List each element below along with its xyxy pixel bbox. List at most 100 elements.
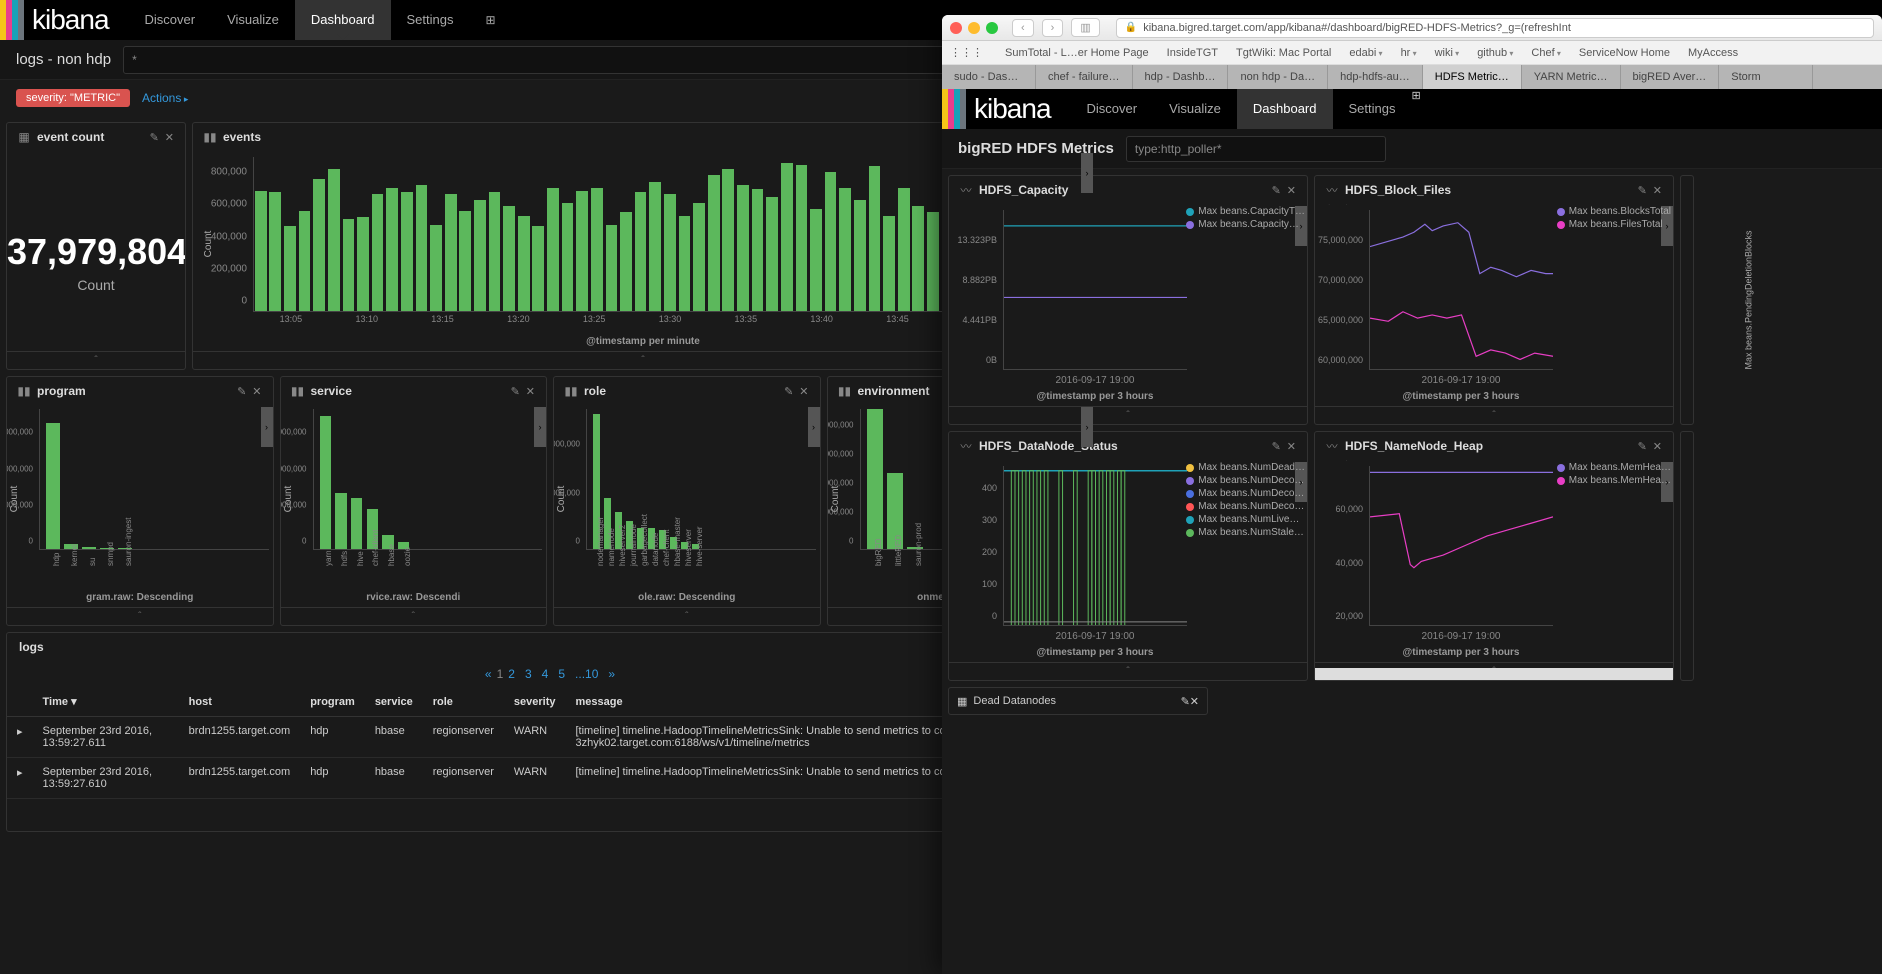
close-icon[interactable]: ✕ [796, 385, 811, 398]
bookmark-item[interactable]: InsideTGT [1159, 47, 1226, 59]
edit-icon[interactable]: ✎ [1635, 184, 1650, 197]
edit-icon[interactable]: ✎ [147, 131, 162, 144]
bookmark-item[interactable]: wiki [1427, 47, 1468, 59]
expand-icon[interactable]: ˆ [554, 607, 820, 625]
legend-item[interactable]: Max beans.NumDeco… [1186, 475, 1305, 486]
nav-settings[interactable]: Settings [391, 0, 470, 40]
nav-dashboard[interactable]: Dashboard [1237, 89, 1333, 129]
scroll-right[interactable]: › [261, 407, 273, 447]
legend-item[interactable]: Max beans.NumStale… [1186, 527, 1305, 538]
edit-icon[interactable]: ✎ [1181, 695, 1190, 708]
edit-icon[interactable]: ✎ [1269, 440, 1284, 453]
legend-item[interactable]: Max beans.BlocksTotal [1557, 206, 1671, 217]
query-input[interactable] [123, 46, 1084, 74]
nav-visualize[interactable]: Visualize [211, 0, 295, 40]
legend-item[interactable]: Max beans.NumDeco… [1186, 501, 1305, 512]
traffic-max[interactable] [986, 22, 998, 34]
scroll-right[interactable]: › [534, 407, 546, 447]
bookmark-item[interactable]: Chef [1523, 47, 1569, 59]
col-role[interactable]: role [423, 687, 504, 717]
back-button[interactable]: ‹ [1012, 19, 1034, 37]
scroll-right[interactable]: › [1081, 153, 1093, 193]
bookmark-item[interactable]: SumTotal - L…er Home Page [997, 47, 1157, 59]
apps-icon[interactable]: ⊞ [469, 0, 511, 40]
browser-tab[interactable]: hdp-hdfs-au… [1328, 65, 1423, 89]
expand-icon[interactable]: ˆ [7, 607, 273, 625]
col-program[interactable]: program [300, 687, 365, 717]
actions-link[interactable]: Actions [142, 91, 188, 105]
col-severity[interactable]: severity [504, 687, 566, 717]
browser-tab[interactable]: HDFS Metric… [1423, 65, 1522, 89]
traffic-close[interactable] [950, 22, 962, 34]
close-icon[interactable]: ✕ [523, 385, 538, 398]
expand-icon[interactable]: ˆ [7, 351, 185, 369]
nav-dashboard[interactable]: Dashboard [295, 0, 391, 40]
page-link[interactable]: 2 [508, 667, 515, 681]
browser-tab[interactable]: Storm [1719, 65, 1813, 89]
close-icon[interactable]: ✕ [1650, 184, 1665, 197]
bookmark-item[interactable]: ServiceNow Home [1571, 47, 1678, 59]
browser-tab[interactable]: sudo - Das… [942, 65, 1036, 89]
close-icon[interactable]: ✕ [1650, 440, 1665, 453]
col-Time[interactable]: Time ▾ [33, 687, 179, 717]
time-scrubber[interactable] [1315, 668, 1673, 680]
browser-tab[interactable]: bigRED Aver… [1621, 65, 1720, 89]
edit-icon[interactable]: ✎ [1269, 184, 1284, 197]
legend-item[interactable]: Max beans.MemHea… [1557, 462, 1671, 473]
browser-tab[interactable]: chef - failure… [1036, 65, 1133, 89]
apps-grid-icon[interactable]: ⋮⋮⋮ [950, 46, 983, 59]
expand-caret[interactable]: ▸ [7, 758, 33, 799]
query-input[interactable] [1126, 136, 1386, 162]
page-link[interactable]: 4 [542, 667, 549, 681]
page-link[interactable]: 3 [525, 667, 532, 681]
legend-item[interactable]: Max beans.NumDeco… [1186, 488, 1305, 499]
edit-icon[interactable]: ✎ [781, 385, 796, 398]
page-prev[interactable]: « [485, 667, 492, 681]
expand-icon[interactable]: ˆ [949, 406, 1307, 424]
legend-item[interactable]: Max beans.NumLive… [1186, 514, 1305, 525]
expand-caret[interactable]: ▸ [7, 717, 33, 758]
legend-item[interactable]: Max beans.NumDead… [1186, 462, 1305, 473]
col-service[interactable]: service [365, 687, 423, 717]
fwd-button[interactable]: › [1042, 19, 1064, 37]
nav-settings[interactable]: Settings [1333, 89, 1412, 129]
browser-tab[interactable]: hdp - Dashb… [1133, 65, 1229, 89]
col-host[interactable]: host [179, 687, 301, 717]
legend-item[interactable]: Max beans.CapacityT… [1186, 206, 1305, 217]
table-row[interactable]: ▸September 23rd 2016, 13:59:27.611brdn12… [7, 717, 1093, 758]
page-link[interactable]: 5 [558, 667, 565, 681]
traffic-min[interactable] [968, 22, 980, 34]
close-icon[interactable]: ✕ [1190, 695, 1199, 708]
bookmark-item[interactable]: github [1469, 47, 1521, 59]
page-next[interactable]: » [608, 667, 615, 681]
table-row[interactable]: ▸September 23rd 2016, 13:59:27.610brdn12… [7, 758, 1093, 799]
bookmark-item[interactable]: MyAccess [1680, 47, 1746, 59]
edit-icon[interactable]: ✎ [1635, 440, 1650, 453]
expand-icon[interactable]: ˆ [1315, 406, 1673, 424]
nav-visualize[interactable]: Visualize [1153, 89, 1237, 129]
expand-icon[interactable]: ˆ [949, 662, 1307, 680]
page-link[interactable]: ...10 [575, 667, 598, 681]
apps-icon[interactable]: ⊞ [1411, 89, 1420, 129]
close-icon[interactable]: ✕ [249, 385, 264, 398]
nav-discover[interactable]: Discover [1071, 89, 1154, 129]
address-bar[interactable]: 🔒 kibana.bigred.target.com/app/kibana#/d… [1116, 18, 1874, 38]
scroll-right[interactable]: › [1081, 407, 1093, 447]
close-icon[interactable]: ✕ [162, 131, 177, 144]
sidebar-button[interactable]: ▥ [1071, 18, 1099, 37]
legend-item[interactable]: Max beans.MemHea… [1557, 475, 1671, 486]
bookmark-item[interactable]: hr [1393, 47, 1425, 59]
close-icon[interactable]: ✕ [1284, 440, 1299, 453]
expand-icon[interactable]: ˆ [281, 607, 547, 625]
scroll-right[interactable]: › [808, 407, 820, 447]
browser-tab[interactable]: YARN Metric… [1522, 65, 1621, 89]
bookmark-item[interactable]: edabi [1341, 47, 1390, 59]
close-icon[interactable]: ✕ [1284, 184, 1299, 197]
edit-icon[interactable]: ✎ [234, 385, 249, 398]
legend-item[interactable]: Max beans.FilesTotal [1557, 219, 1671, 230]
legend-item[interactable]: Max beans.Capacity… [1186, 219, 1305, 230]
browser-tab[interactable]: non hdp - Da… [1228, 65, 1328, 89]
bookmark-item[interactable]: TgtWiki: Mac Portal [1228, 47, 1339, 59]
nav-discover[interactable]: Discover [129, 0, 212, 40]
filter-chip-severity[interactable]: severity: "METRIC" [16, 89, 130, 107]
